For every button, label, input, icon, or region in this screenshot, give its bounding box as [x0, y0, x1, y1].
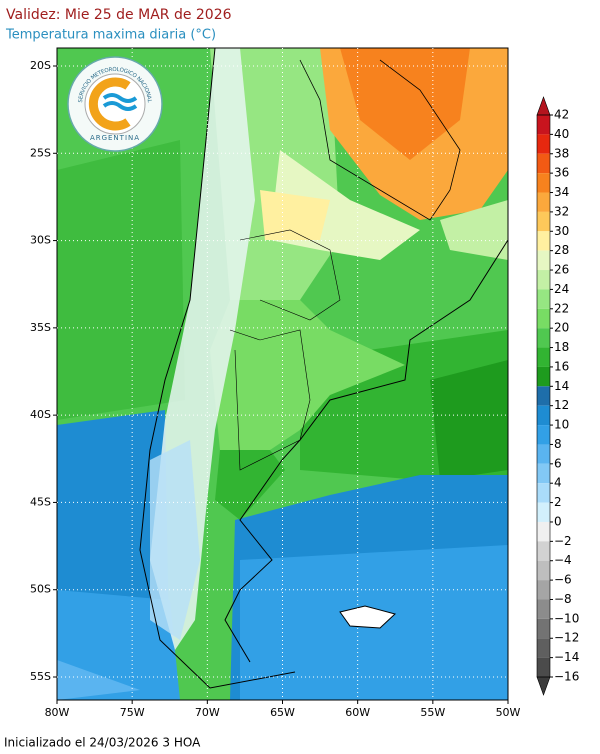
- colorbar-label: 14: [554, 379, 569, 393]
- colorbar-swatch: [537, 483, 550, 503]
- colorbar-swatch: [537, 134, 550, 154]
- graticule: 80W 75W 70W 65W 60W 55W 50W 20S 25S 30S 35S 40S 45S 5…: [30, 48, 521, 719]
- colorbar-label: 20: [554, 321, 569, 335]
- lon-label: 70W: [195, 706, 220, 719]
- colorbar-label: 36: [554, 166, 569, 180]
- colorbar-swatch: [537, 638, 550, 658]
- lat-label: 20S: [30, 59, 51, 72]
- colorbar-swatch: [537, 560, 550, 581]
- colorbar-over: [536, 96, 551, 116]
- colorbar-swatch: [537, 618, 550, 639]
- colorbar-swatch: [537, 541, 550, 561]
- subtitle: Temperatura maxima diaria (°C): [5, 28, 216, 43]
- colorbar-swatch: [537, 463, 550, 484]
- colorbar-label: 10: [554, 418, 569, 432]
- colorbar-swatch: [537, 599, 550, 619]
- colorbar-swatch: [537, 289, 550, 309]
- lat-label: 45S: [30, 495, 51, 508]
- lon-label: 75W: [120, 706, 145, 719]
- colorbar-label: −8: [554, 592, 572, 606]
- colorbar-label: 0: [554, 514, 562, 528]
- colorbar-label: −12: [554, 631, 579, 645]
- lon-label: 50W: [496, 706, 521, 719]
- title: Validez: Mie 25 de MAR de 2026: [6, 7, 232, 23]
- colorbar-swatch: [537, 405, 550, 426]
- colorbar-swatch: [537, 173, 550, 193]
- colorbar-label: 18: [554, 340, 569, 354]
- colorbar-under: [536, 676, 551, 696]
- colorbar-label: 40: [554, 127, 569, 141]
- colorbar-swatch: [537, 153, 550, 174]
- footer: Inicializado el 24/03/2026 3 HOA: [4, 736, 201, 750]
- lat-label: 35S: [30, 321, 51, 334]
- colorbar-label: 16: [554, 359, 569, 373]
- lon-label: 55W: [420, 706, 445, 719]
- colorbar-label: −10: [554, 611, 579, 625]
- colorbar-swatch: [537, 444, 550, 464]
- colorbar-swatch: [537, 657, 550, 677]
- colorbar-swatch: [537, 425, 550, 445]
- colorbar-label: −16: [554, 670, 579, 684]
- colorbar-label: 30: [554, 224, 569, 238]
- colorbar-label: 38: [554, 146, 569, 160]
- colorbar-label: 34: [554, 185, 569, 199]
- colorbar-swatch: [537, 580, 550, 600]
- colorbar-label: 6: [554, 456, 562, 470]
- colorbar-swatch: [537, 250, 550, 271]
- lat-label: 25S: [30, 146, 51, 159]
- colorbar-label: −6: [554, 573, 572, 587]
- lat-label: 55S: [30, 670, 51, 683]
- lat-label: 50S: [30, 583, 51, 596]
- colorbar-swatch: [537, 211, 550, 232]
- colorbar-swatch: [537, 115, 550, 135]
- colorbar-label: 26: [554, 263, 569, 277]
- colorbar-swatch: [537, 270, 550, 290]
- logo-country: ARGENTINA: [90, 134, 140, 142]
- colorbar-swatch: [537, 347, 550, 367]
- lon-label: 80W: [45, 706, 70, 719]
- colorbar-swatch: [537, 308, 550, 329]
- colorbar-frame: [536, 114, 551, 678]
- colorbar-label: 8: [554, 437, 562, 451]
- map: 80W 75W 70W 65W 60W 55W 50W 20S 25S 30S 35S 40S 45S 5…: [30, 47, 521, 719]
- colorbar-swatch: [537, 366, 550, 387]
- colorbar-label: 28: [554, 243, 569, 257]
- colorbar-label: 2: [554, 495, 562, 509]
- colorbar-label: −14: [554, 650, 579, 664]
- colorbar-swatch: [537, 502, 550, 522]
- colorbar-label: −4: [554, 553, 572, 567]
- colorbar-label: 4: [554, 476, 562, 490]
- lat-label: 30S: [30, 234, 51, 247]
- colorbar-label: 42: [554, 108, 569, 122]
- colorbar-swatch: [537, 231, 550, 251]
- logo: SERVICIO METEOROLOGICO NACIONAL ARGENTIN…: [67, 56, 163, 152]
- colorbar-swatch: [537, 328, 550, 348]
- colorbar-label: 24: [554, 282, 569, 296]
- colorbar-swatch: [537, 192, 550, 212]
- colorbar: 424038363432302826242220181614121086420−…: [536, 96, 579, 696]
- colorbar-label: −2: [554, 534, 572, 548]
- lon-label: 65W: [270, 706, 295, 719]
- lon-label: 60W: [345, 706, 370, 719]
- colorbar-swatch: [537, 386, 550, 406]
- colorbar-label: 12: [554, 398, 569, 412]
- lat-label: 40S: [30, 408, 51, 421]
- colorbar-swatch: [537, 521, 550, 542]
- colorbar-label: 22: [554, 301, 569, 315]
- colorbar-label: 32: [554, 204, 569, 218]
